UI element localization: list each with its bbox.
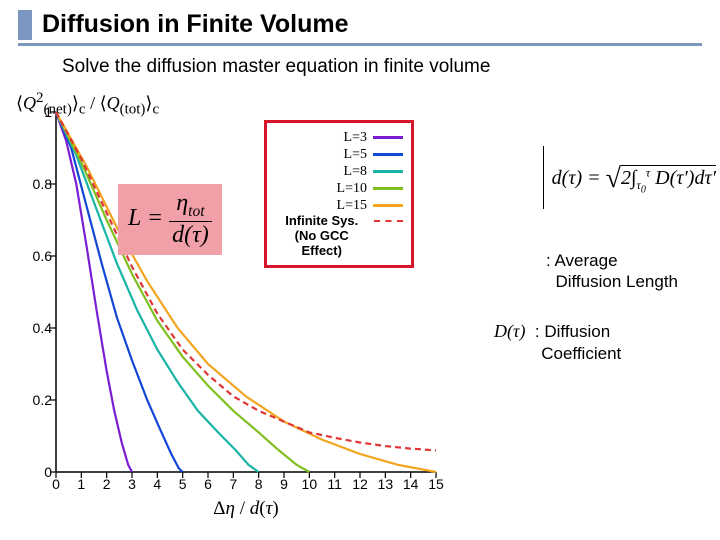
- legend-label: L=15: [337, 198, 367, 214]
- legend-infinite-label: Infinite Sys.(No GCC Effect): [275, 214, 368, 259]
- y-tick: 0.4: [18, 320, 52, 336]
- y-tick: 1: [18, 104, 52, 120]
- x-tick: 4: [153, 476, 161, 492]
- x-tick: 15: [428, 476, 444, 492]
- x-tick: 14: [403, 476, 419, 492]
- plot: L=3L=5L=8L=10L=15Infinite Sys.(No GCC Ef…: [56, 112, 436, 472]
- x-tick: 11: [327, 476, 342, 492]
- title-bar: Diffusion in Finite Volume: [18, 6, 702, 46]
- note-avg-diffusion-length: : Average Diffusion Length: [546, 250, 678, 293]
- x-tick: 0: [52, 476, 60, 492]
- note1-line2: Diffusion Length: [555, 272, 678, 291]
- series-L=3: [56, 112, 132, 472]
- legend-swatch: [373, 153, 403, 156]
- x-tick: 10: [302, 476, 318, 492]
- legend-label: L=5: [344, 147, 367, 163]
- legend-box: L=3L=5L=8L=10L=15Infinite Sys.(No GCC Ef…: [264, 120, 414, 268]
- series-L=5: [56, 112, 183, 472]
- legend-item: L=8: [275, 163, 403, 180]
- note-diffusion-coefficient: D(τ) : Diffusion Coefficient: [494, 320, 621, 364]
- y-tick: 0: [18, 464, 52, 480]
- subtitle: Solve the diffusion master equation in f…: [62, 56, 490, 78]
- chart-area: ⟨Q2(net)⟩c / ⟨Q(tot)⟩c L=3L=5L=8L=10L=15…: [12, 90, 442, 530]
- legend-swatch: [373, 170, 403, 173]
- legend-swatch: [374, 220, 403, 222]
- note2-line2: Coefficient: [541, 344, 621, 363]
- legend-item: L=3: [275, 129, 403, 146]
- x-tick: 6: [204, 476, 212, 492]
- legend-item: L=10: [275, 180, 403, 197]
- note1-line1: : Average: [546, 251, 618, 270]
- x-tick: 13: [378, 476, 394, 492]
- x-tick: 9: [280, 476, 288, 492]
- note2-symbol: D(τ): [494, 321, 525, 341]
- title-accent: [18, 10, 32, 40]
- legend-item-infinite: Infinite Sys.(No GCC Effect): [275, 214, 403, 259]
- x-tick: 3: [128, 476, 136, 492]
- y-tick: 0.8: [18, 176, 52, 192]
- x-tick: 5: [179, 476, 187, 492]
- x-tick: 1: [77, 476, 85, 492]
- x-tick: 8: [255, 476, 263, 492]
- formula-d-tau: d(τ) = √2∫τ0τ D(τ′)dτ′: [543, 146, 720, 209]
- x-tick: 12: [352, 476, 368, 492]
- y-tick: 0.6: [18, 248, 52, 264]
- legend-swatch: [373, 187, 403, 190]
- legend-swatch: [373, 136, 403, 139]
- legend-label: L=10: [337, 181, 367, 197]
- formula-L: L = ηtotd(τ): [118, 184, 222, 255]
- legend-swatch: [373, 204, 403, 207]
- legend-label: L=3: [344, 130, 367, 146]
- x-tick: 2: [103, 476, 111, 492]
- x-axis-label: Δη / d(τ): [213, 498, 278, 520]
- note2-line1: : Diffusion: [535, 322, 610, 341]
- legend-label: L=8: [344, 164, 367, 180]
- page-title: Diffusion in Finite Volume: [42, 10, 348, 39]
- legend-item: L=15: [275, 197, 403, 214]
- legend-item: L=5: [275, 146, 403, 163]
- x-tick: 7: [229, 476, 237, 492]
- y-tick: 0.2: [18, 392, 52, 408]
